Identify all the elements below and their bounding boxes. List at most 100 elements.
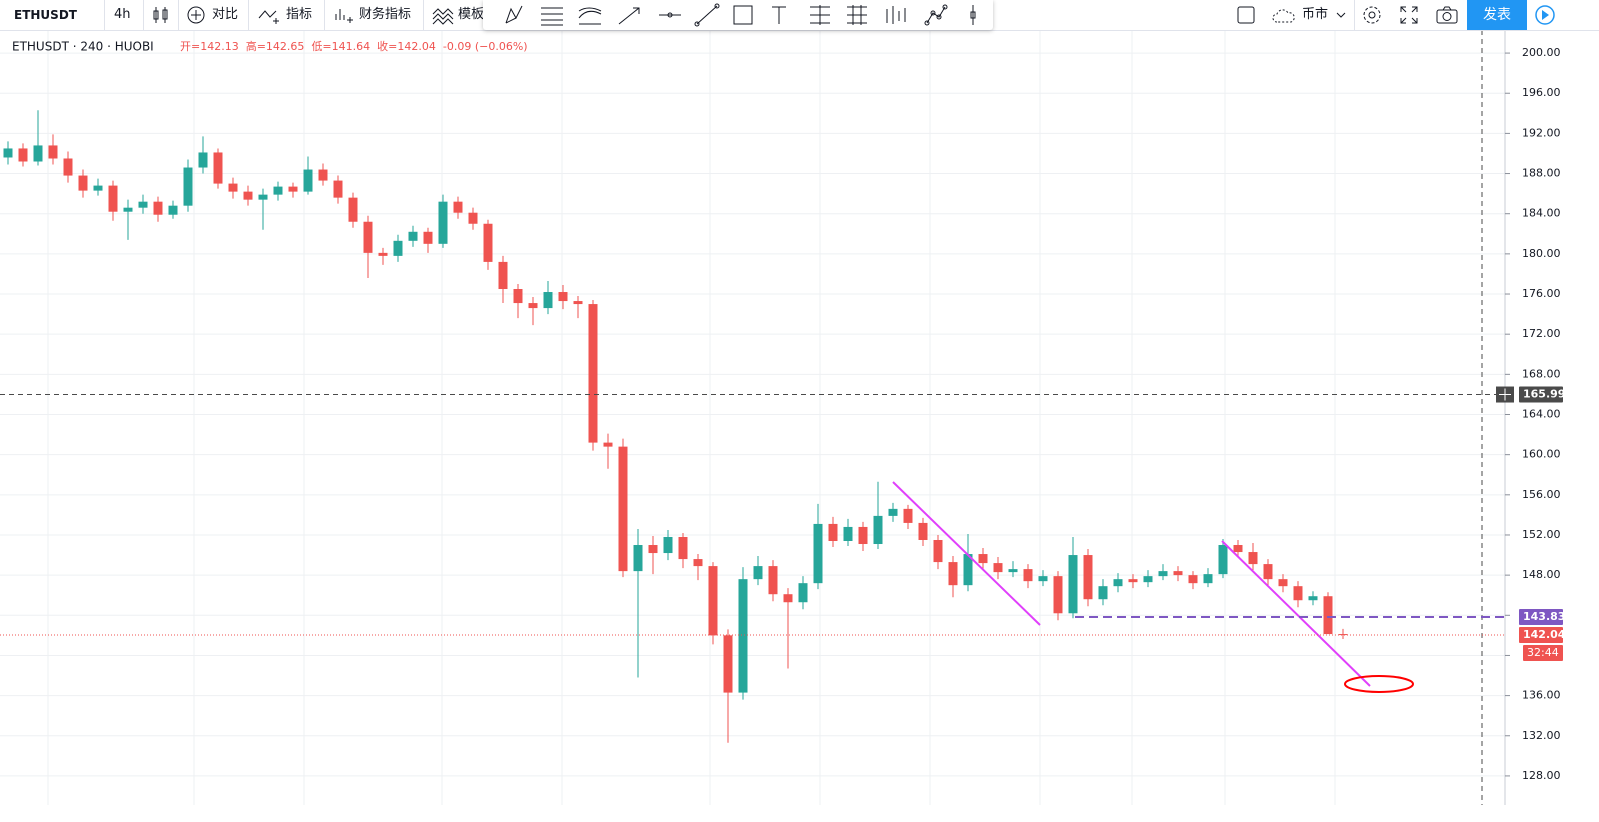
- candle-body: [1188, 575, 1198, 584]
- price-grid: [0, 52, 1505, 777]
- candle-body: [1248, 552, 1258, 565]
- candle-body: [903, 508, 913, 523]
- candle-body: [573, 301, 583, 305]
- market-button[interactable]: 币市: [1302, 7, 1329, 22]
- candle-body: [648, 545, 658, 554]
- candle-body: [738, 579, 748, 693]
- candle-body: [513, 289, 523, 304]
- candle-body: [1203, 574, 1213, 584]
- candle-body: [948, 562, 958, 586]
- candle-body: [93, 185, 103, 191]
- candle-body: [843, 526, 853, 541]
- y-tick-label: 184.00: [1522, 207, 1561, 220]
- indicators-button[interactable]: 指标: [286, 7, 313, 22]
- play-icon[interactable]: [1527, 0, 1599, 30]
- y-tick-label: 168.00: [1522, 367, 1561, 380]
- candle-body: [318, 169, 328, 181]
- candle-body: [1173, 571, 1183, 576]
- interval-button[interactable]: 4h: [114, 7, 131, 22]
- y-tick-label: 180.00: [1522, 247, 1561, 260]
- candle-body: [423, 231, 433, 244]
- y-tick-label: 160.00: [1522, 448, 1561, 461]
- candle-body: [393, 240, 403, 256]
- candle-body: [108, 185, 118, 212]
- candle-body: [1278, 579, 1288, 587]
- symbol-button[interactable]: ETHUSDT: [14, 8, 77, 22]
- candle-body: [498, 261, 508, 290]
- publish-button[interactable]: 发表: [1467, 0, 1527, 30]
- candle-body: [378, 252, 388, 256]
- fullscreen-icon[interactable]: [1399, 5, 1419, 35]
- candle-body: [1068, 555, 1078, 614]
- time-grid: [47, 30, 1336, 805]
- layout-icon[interactable]: [1236, 5, 1256, 35]
- drawing-tools[interactable]: [483, 0, 993, 30]
- candle-body: [123, 207, 133, 212]
- compare-button[interactable]: 对比: [212, 7, 239, 22]
- candle-body: [348, 197, 358, 222]
- candle-body: [1308, 596, 1318, 601]
- candle-body: [138, 201, 148, 208]
- candle-body: [1113, 579, 1123, 587]
- y-tick-label: 132.00: [1522, 729, 1561, 742]
- candle-body: [3, 148, 13, 158]
- candle-body: [258, 194, 268, 200]
- financial-icon[interactable]: [333, 6, 357, 36]
- candle-body: [453, 201, 463, 213]
- candle-body: [1053, 576, 1063, 614]
- candle-body: [753, 566, 763, 580]
- candle-body: [813, 523, 823, 584]
- candle-body: [798, 583, 808, 603]
- price-label: 165.99: [1523, 388, 1565, 401]
- candle-body: [723, 635, 733, 693]
- candle-body: [1233, 545, 1243, 553]
- templates-button[interactable]: 模板: [458, 7, 485, 22]
- play-area: [1527, 0, 1599, 30]
- settings-icon[interactable]: [1361, 4, 1383, 34]
- candle-body: [303, 169, 313, 192]
- template-icon[interactable]: [432, 6, 456, 36]
- candle-body: [678, 536, 688, 560]
- price-label-box: [1519, 386, 1563, 403]
- candle-body: [288, 186, 298, 192]
- candle-body: [828, 523, 838, 541]
- candle-body: [618, 446, 628, 572]
- candle-body: [228, 183, 238, 192]
- ohlc-legend: 低=141.64: [311, 40, 370, 53]
- candle-body: [933, 539, 943, 563]
- candle-body: [978, 554, 988, 564]
- candle-body: [363, 221, 373, 253]
- financials-button[interactable]: 财务指标: [359, 7, 412, 22]
- y-tick-label: 164.00: [1522, 408, 1561, 421]
- candle-body: [333, 180, 343, 198]
- cloud-icon[interactable]: [1272, 7, 1298, 37]
- candle-body: [708, 566, 718, 636]
- compare-icon[interactable]: [187, 6, 206, 36]
- countdown: 32:44: [1527, 646, 1559, 659]
- candle-body: [603, 442, 613, 447]
- dropdown-icon[interactable]: [1336, 11, 1346, 41]
- candle-body: [963, 554, 973, 586]
- candle-body: [408, 231, 418, 241]
- candle-body: [663, 536, 673, 554]
- countdown-box: [1523, 644, 1563, 661]
- candle-body: [1218, 545, 1228, 575]
- candle-body: [993, 563, 1003, 573]
- ohlc-legend: 收=142.04: [377, 39, 436, 53]
- y-tick-label: 172.00: [1522, 327, 1561, 340]
- candle-body: [273, 186, 283, 195]
- trend-line: [892, 481, 1041, 626]
- camera-icon[interactable]: [1436, 5, 1458, 35]
- candle-body: [768, 566, 778, 595]
- candle-body: [243, 191, 253, 200]
- candle-body: [168, 205, 178, 215]
- y-tick-label: 196.00: [1522, 86, 1561, 99]
- candle-body: [873, 515, 883, 545]
- candle-body: [918, 522, 928, 540]
- y-tick-label: 200.00: [1522, 46, 1561, 59]
- indicator-icon[interactable]: [258, 6, 284, 36]
- candle-body: [468, 212, 478, 224]
- y-tick-label: 152.00: [1522, 528, 1561, 541]
- chart-style-icon[interactable]: [151, 4, 171, 34]
